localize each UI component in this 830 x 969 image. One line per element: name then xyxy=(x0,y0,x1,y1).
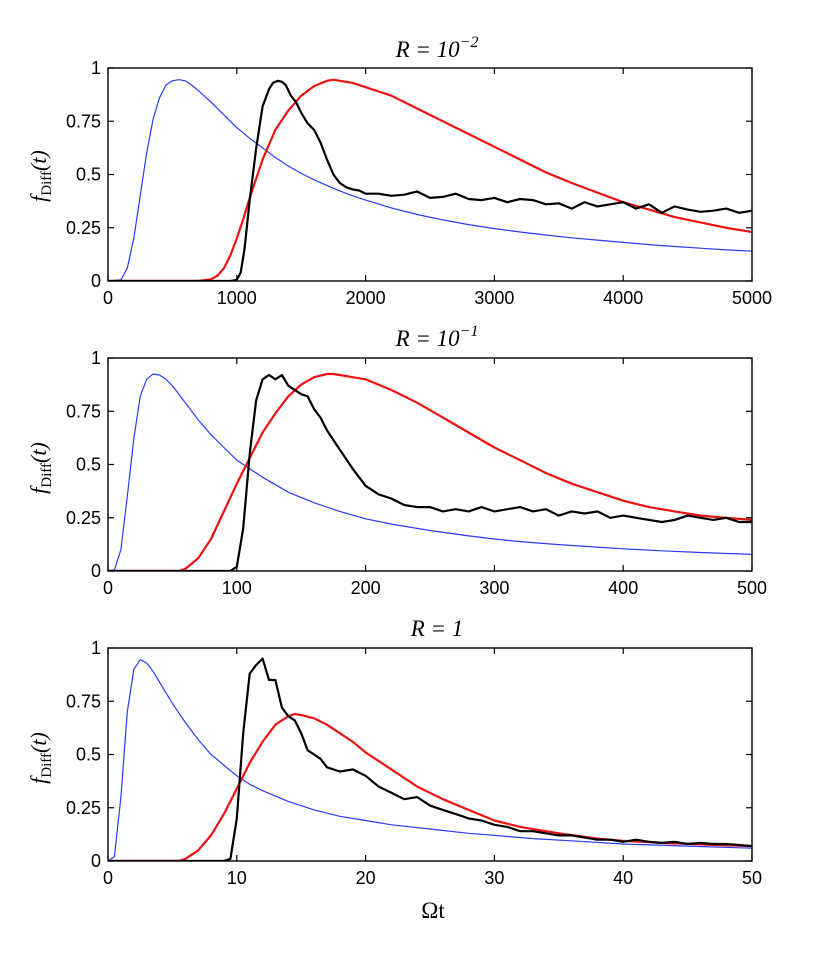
y-tick-label: 1 xyxy=(91,638,101,658)
series-group xyxy=(108,372,752,571)
x-tick-label: 300 xyxy=(479,578,509,598)
x-tick-label: 20 xyxy=(356,868,376,888)
x-tick-label: 400 xyxy=(608,578,638,598)
y-label-arg: (t) xyxy=(26,150,51,171)
x-tick-label: 500 xyxy=(737,578,767,598)
x-tick-label: 10 xyxy=(227,868,247,888)
title-prefix: R = 1 xyxy=(410,616,464,641)
panel-r-1e-1: R = 10−1 fDiff(t) 0 100 200 300 400 500 0 0.25 0… xyxy=(26,323,767,598)
plot-frame xyxy=(107,357,753,572)
x-tick-label: 2000 xyxy=(346,288,386,308)
panel-r-1e-2: R = 10−2 fDiff(t) 0 1000 2000 3000 4000 5000 0… xyxy=(26,34,772,308)
x-tick-label: 3000 xyxy=(474,288,514,308)
y-label-sub: Diff xyxy=(39,171,55,196)
y-tick-label: 0.25 xyxy=(66,798,101,818)
y-label-arg: (t) xyxy=(26,732,51,753)
y-label-main: f xyxy=(26,485,51,494)
series-line-red xyxy=(108,712,752,861)
title-exponent: −2 xyxy=(460,34,479,51)
series-line-black xyxy=(108,657,752,861)
x-tick-label: 100 xyxy=(222,578,252,598)
plot-frame xyxy=(107,67,753,282)
series-line-black xyxy=(108,373,752,571)
y-tick-label: 0.75 xyxy=(66,691,101,711)
y-tick-label: 0.5 xyxy=(76,745,101,765)
title-prefix: R = 10 xyxy=(395,37,461,62)
x-tick-label: 30 xyxy=(484,868,504,888)
y-tick-label: 1 xyxy=(91,348,101,368)
series-group xyxy=(108,78,752,281)
x-tick-label: 0 xyxy=(103,578,113,598)
series-line-black xyxy=(108,79,752,281)
title-prefix: R = 10 xyxy=(395,326,461,351)
y-label-sub: Diff xyxy=(39,463,55,488)
x-tick-label: 4000 xyxy=(603,288,643,308)
x-tick-label: 40 xyxy=(613,868,633,888)
y-label-sub: Diff xyxy=(39,753,55,778)
x-tick-label: 1000 xyxy=(217,288,257,308)
y-axis-label: fDiff(t) xyxy=(26,150,55,202)
title-exponent: −1 xyxy=(460,323,479,340)
panel-r-1: R = 1 fDiff(t) Ωt 0 10 20 30 40 50 0 0.25 0.5 0.7… xyxy=(26,616,762,923)
x-tick-label: 5000 xyxy=(732,288,772,308)
series-line-blue xyxy=(108,659,752,861)
y-tick-label: 0.25 xyxy=(66,218,101,238)
panel-title: R = 10−2 xyxy=(395,34,479,62)
panel-title: R = 10−1 xyxy=(395,323,479,351)
x-axis-label: Ωt xyxy=(421,898,445,923)
y-tick-label: 0.5 xyxy=(76,165,101,185)
x-tick-label: 50 xyxy=(742,868,762,888)
x-tick-label: 200 xyxy=(351,578,381,598)
y-label-main: f xyxy=(26,775,51,784)
series-line-red xyxy=(108,78,752,281)
y-tick-label: 0 xyxy=(91,851,101,871)
y-tick-label: 0 xyxy=(91,271,101,291)
series-group xyxy=(108,657,752,861)
y-tick-label: 0.75 xyxy=(66,401,101,421)
series-line-red xyxy=(108,372,752,571)
y-tick-label: 0.25 xyxy=(66,508,101,528)
y-tick-label: 1 xyxy=(91,58,101,78)
x-tick-label: 0 xyxy=(103,868,113,888)
x-tick-label: 0 xyxy=(103,288,113,308)
y-tick-label: 0 xyxy=(91,561,101,581)
y-tick-label: 0.75 xyxy=(66,111,101,131)
y-label-main: f xyxy=(26,193,51,202)
panel-title: R = 1 xyxy=(410,616,464,641)
y-tick-label: 0.5 xyxy=(76,455,101,475)
y-axis-label: fDiff(t) xyxy=(26,732,55,784)
y-axis-label: fDiff(t) xyxy=(26,442,55,494)
y-label-arg: (t) xyxy=(26,442,51,463)
series-line-blue xyxy=(108,373,752,571)
series-line-blue xyxy=(108,79,752,281)
